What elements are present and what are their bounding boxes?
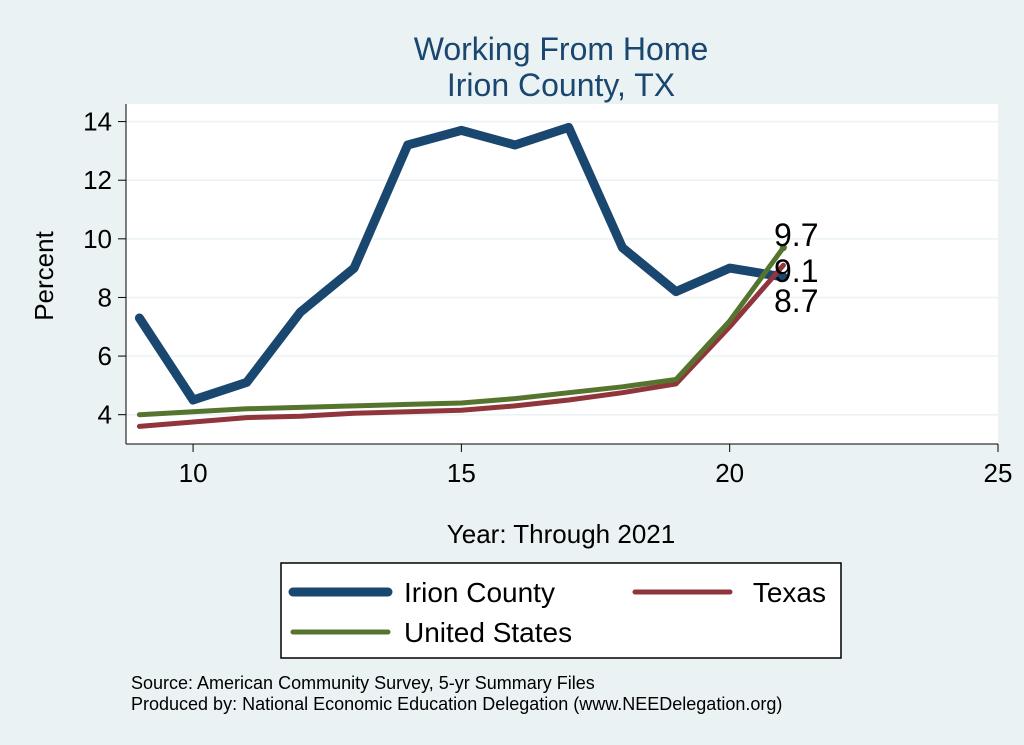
end-label: 9.1 <box>774 253 818 289</box>
footer-produced: Produced by: National Economic Education… <box>131 694 782 714</box>
y-tick-label: 4 <box>98 400 112 430</box>
series-lines <box>134 122 788 429</box>
chart-title: Working From Home <box>414 31 709 67</box>
end-labels: 9.79.18.7 <box>774 217 818 319</box>
legend-box <box>280 562 842 659</box>
y-tick-label: 8 <box>98 282 112 312</box>
y-tick-label: 14 <box>83 107 112 137</box>
legend-label: United States <box>404 617 572 648</box>
x-tick-label: 20 <box>715 458 744 488</box>
series-line-texas <box>136 262 786 429</box>
legend: Irion County Texas United States <box>280 562 842 659</box>
y-axis: 4 6 8 10 12 14 <box>83 104 127 444</box>
x-tick-label: 10 <box>179 458 208 488</box>
x-axis-label: Year: Through 2021 <box>447 519 675 549</box>
x-tick-label: 25 <box>984 458 1013 488</box>
legend-label: Irion County <box>404 577 555 608</box>
y-tick-label: 12 <box>83 165 112 195</box>
series-end-marker <box>779 244 787 252</box>
y-tick-label: 10 <box>83 224 112 254</box>
chart-subtitle: Irion County, TX <box>447 67 675 103</box>
x-axis: 10 15 20 25 <box>126 443 1013 488</box>
x-tick-label: 15 <box>447 458 476 488</box>
plot-area <box>126 104 998 444</box>
series-line-united-states <box>136 245 786 418</box>
series-line-irion-county <box>134 122 788 405</box>
end-label: 9.7 <box>774 217 818 253</box>
legend-label: Texas <box>753 577 826 608</box>
y-tick-label: 6 <box>98 341 112 371</box>
footer-source: Source: American Community Survey, 5-yr … <box>131 673 595 693</box>
y-axis-label: Percent <box>29 230 59 320</box>
end-label: 8.7 <box>774 283 818 319</box>
